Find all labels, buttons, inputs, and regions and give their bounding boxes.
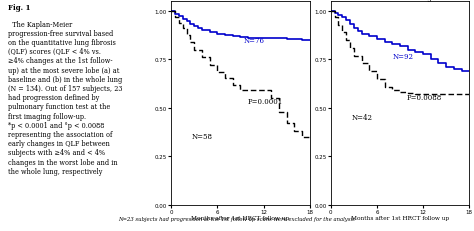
X-axis label: Months after 1st HRCT follow up: Months after 1st HRCT follow up [351, 215, 449, 220]
Text: N=58: N=58 [192, 132, 213, 140]
Title: PFS: Most Severe Lobe: PFS: Most Severe Lobe [198, 0, 283, 2]
Text: N=92: N=92 [393, 53, 414, 61]
Text: Fig. 1: Fig. 1 [8, 4, 30, 12]
Text: P=0.0001: P=0.0001 [247, 97, 283, 106]
X-axis label: Months after 1st HRCT follow up: Months after 1st HRCT follow up [191, 215, 290, 220]
Text: N=23 subjects had progression at the 1st follow up scans were excluded for the a: N=23 subjects had progression at the 1st… [118, 216, 356, 221]
Title: PFS: Whole Lung: PFS: Whole Lung [368, 0, 432, 2]
Text: P=0.0088: P=0.0088 [407, 94, 442, 101]
Text: The Kaplan-Meier
progression-free survival based
on the quantitative lung fibros: The Kaplan-Meier progression-free surviv… [8, 21, 122, 175]
Text: N=42: N=42 [352, 114, 373, 122]
Text: N=76: N=76 [243, 37, 264, 45]
